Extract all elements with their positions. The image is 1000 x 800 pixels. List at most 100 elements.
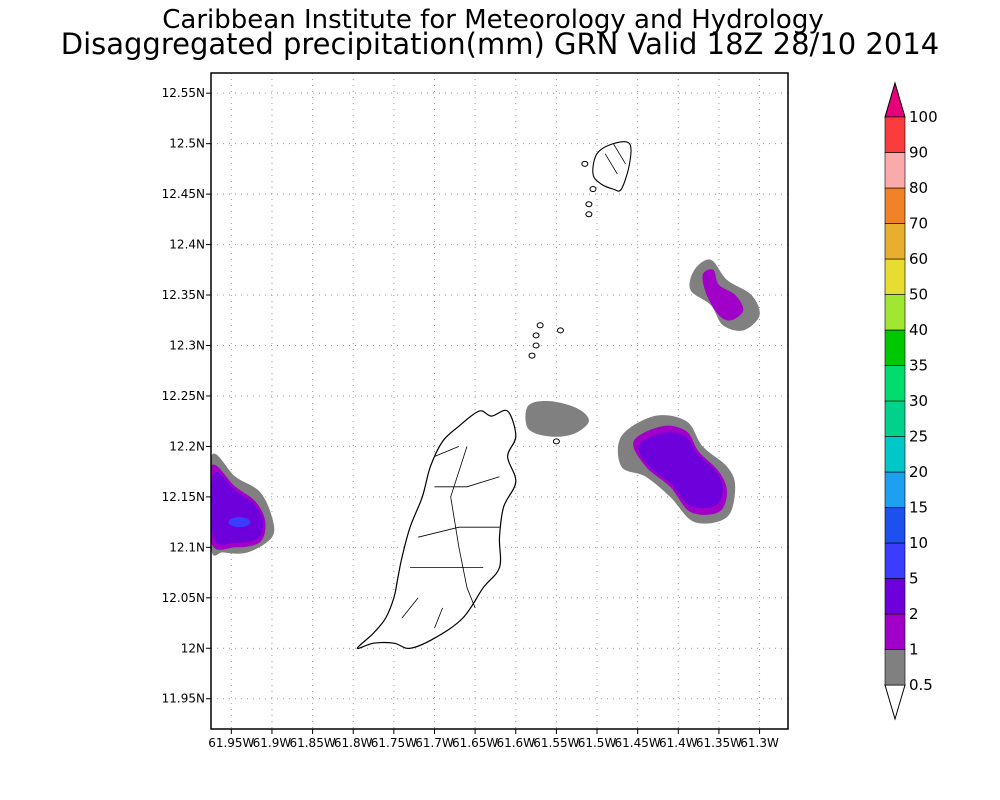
lon-tick-label: 61.55W [533, 736, 579, 750]
colorbar-level-label: 5 [909, 570, 919, 588]
colorbar-level-label: 0.5 [909, 676, 933, 694]
lon-tick-label: 61.6W [496, 736, 535, 750]
grenada-boundary-line [450, 446, 476, 609]
lat-tick-label: 12.25N [162, 389, 205, 403]
precip-band-0-5mm [525, 400, 589, 437]
carriacou-boundary-line [612, 143, 626, 165]
precip-band-5mm [228, 517, 251, 528]
colorbar-swatch [884, 613, 906, 650]
lon-tick-label: 61.65W [452, 736, 498, 750]
colorbar-swatch [884, 258, 906, 295]
islet-coastline [532, 332, 540, 339]
colorbar-swatch [884, 187, 906, 224]
colorbar-level-label: 2 [909, 605, 919, 623]
colorbar-level-label: 100 [909, 108, 938, 126]
lon-tick-label: 61.5W [578, 736, 617, 750]
lat-tick-label: 12N [181, 641, 205, 655]
colorbar-swatch [884, 223, 906, 260]
lat-tick-label: 12.35N [162, 288, 205, 302]
colorbar-swatch [884, 649, 906, 686]
precip-area-carriacou-south [525, 400, 589, 437]
grenada-boundary-line [434, 607, 443, 629]
islet-coastline [552, 438, 560, 445]
lon-tick-label: 61.85W [289, 736, 335, 750]
lat-tick-label: 12.05N [162, 591, 205, 605]
colorbar-level-label: 50 [909, 286, 928, 304]
colorbar-level-label: 10 [909, 534, 928, 552]
islet-coastline [528, 352, 536, 359]
lat-tick-label: 12.4N [169, 238, 205, 252]
lon-tick-label: 61.9W [253, 736, 292, 750]
lat-tick-label: 12.3N [169, 338, 205, 352]
precipitation-layer [211, 259, 760, 556]
lon-tick-label: 61.95W [208, 736, 254, 750]
map-frame [210, 72, 789, 730]
colorbar-swatch [884, 294, 906, 331]
precip-area-east-central [617, 415, 736, 524]
colorbar-level-label: 20 [909, 463, 928, 481]
precip-area-north-east [689, 259, 760, 331]
lat-tick-label: 12.5N [169, 137, 205, 151]
grenada-boundary-line [434, 446, 460, 457]
precip-band-2mm [638, 432, 723, 509]
colorbar-level-label: 80 [909, 179, 928, 197]
carriacou-boundary-line [604, 153, 618, 175]
lat-tick-label: 12.45N [162, 187, 205, 201]
latitude-axis: 12.55N 12.5N 12.45N 12.4N 12.35N 12.3N 12.25N 1… [162, 86, 211, 706]
grenada-boundary-line [401, 597, 419, 619]
colorbar-swatch [884, 471, 906, 508]
colorbar-level-label: 15 [909, 499, 928, 517]
islet-coastline [589, 186, 597, 193]
colorbar-swatch [884, 507, 906, 544]
colorbar-level-label: 30 [909, 392, 928, 410]
islet-coastline [536, 322, 544, 329]
coastline-layer [356, 141, 632, 650]
precip-area-west-edge [211, 453, 275, 556]
colorbar-level-label: 1 [909, 641, 919, 659]
lon-tick-label: 61.35W [696, 736, 742, 750]
colorbar-level-label: 90 [909, 144, 928, 162]
colorbar-swatch [884, 436, 906, 473]
colorbar-level-label: 60 [909, 250, 928, 268]
precip-band-1mm [702, 269, 744, 321]
colorbar-swatch [884, 329, 906, 366]
lat-tick-label: 11.95N [162, 692, 205, 706]
islet-coastline [581, 160, 589, 167]
colorbar-below-triangle [884, 684, 906, 721]
islet-coastline [556, 327, 564, 334]
colorbar-above-triangle [884, 81, 906, 118]
colorbar-level-label: 35 [909, 357, 928, 375]
longitude-axis: 61.95W61.9W61.85W61.8W61.75W61.7W61.65W6… [208, 729, 779, 750]
islet-coastline [585, 211, 593, 218]
colorbar-swatch [884, 116, 906, 153]
lat-tick-label: 12.1N [169, 540, 205, 554]
lon-tick-label: 61.7W [415, 736, 454, 750]
colorbar-swatch [884, 152, 906, 189]
lon-tick-label: 61.8W [334, 736, 373, 750]
grenada-boundary-line [418, 526, 500, 538]
colorbar-level-label: 70 [909, 215, 928, 233]
precip-band-2mm [211, 472, 263, 545]
lon-tick-label: 61.75W [371, 736, 417, 750]
lon-tick-label: 61.45W [615, 736, 661, 750]
colorbar-swatch [884, 365, 906, 402]
grenada-coastline [356, 409, 517, 650]
carriacou-coastline [592, 141, 632, 192]
lon-tick-label: 61.3W [740, 736, 779, 750]
map-area [211, 73, 788, 729]
colorbar-swatch [884, 400, 906, 437]
lat-tick-label: 12.15N [162, 490, 205, 504]
lat-tick-label: 12.2N [169, 439, 205, 453]
grenada-boundary-line [434, 476, 500, 488]
colorbar-level-label: 40 [909, 321, 928, 339]
lat-tick-label: 12.55N [162, 86, 205, 100]
title-line-1: Caribbean Institute for Meteorology and … [162, 5, 823, 35]
islet-coastline [585, 201, 593, 208]
colorbar-swatch [884, 578, 906, 615]
title-line-2: Disaggregated precipitation(mm) GRN Vali… [61, 27, 939, 61]
colorbar-level-label: 25 [909, 428, 928, 446]
lon-tick-label: 61.4W [659, 736, 698, 750]
colorbar-swatch [884, 542, 906, 579]
